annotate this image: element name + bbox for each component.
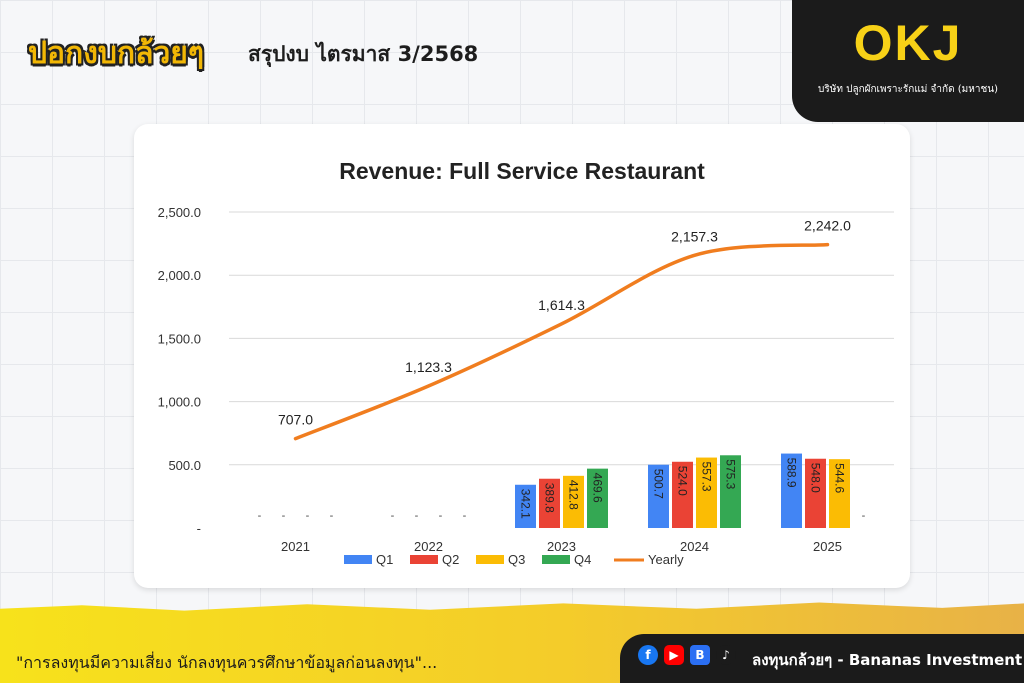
yearly-value-label: 2,157.3 xyxy=(671,228,718,244)
bar-value-label: 412.8 xyxy=(567,480,581,510)
youtube-icon[interactable]: ▶ xyxy=(664,645,684,665)
bar-q1 xyxy=(648,464,669,528)
legend-swatch-q4 xyxy=(542,555,570,564)
tiktok-icon[interactable]: ♪ xyxy=(716,645,736,665)
channel-name: ลงทุนกล้วยๆ - Bananas Investment xyxy=(752,651,1023,669)
chart-card: Revenue: Full Service Restaurant - 500.0 1,… xyxy=(134,124,910,588)
empty-value-label: - xyxy=(391,510,395,522)
y-tick-label: 1,500.0 xyxy=(158,331,201,346)
bar-q4 xyxy=(720,455,741,528)
legend-swatch-q2 xyxy=(410,555,438,564)
bar-q2 xyxy=(539,478,560,528)
y-tick-label: - xyxy=(197,521,201,536)
x-tick-label: 2023 xyxy=(547,539,576,554)
bar-value-label: 575.3 xyxy=(724,459,738,489)
x-tick-label: 2022 xyxy=(414,539,443,554)
bar-value-label: 524.0 xyxy=(676,466,690,496)
empty-value-label: - xyxy=(439,510,443,522)
y-tick-label: 500.0 xyxy=(168,458,201,473)
x-tick-label: 2024 xyxy=(680,539,709,554)
yearly-value-label: 1,123.3 xyxy=(405,359,452,375)
bar-q4 xyxy=(587,468,608,528)
legend-label: Q3 xyxy=(508,552,525,567)
yearly-value-label: 1,614.3 xyxy=(538,297,585,313)
legend-label: Yearly xyxy=(648,552,684,567)
x-tick-label: 2025 xyxy=(813,539,842,554)
y-tick-label: 2,000.0 xyxy=(158,268,201,283)
yearly-value-label: 707.0 xyxy=(278,412,313,428)
social-bar: f ▶ B ♪ ลงทุนกล้วยๆ - Bananas Investment xyxy=(620,634,1024,683)
brand-logo-text: ปอกงบกล้วยๆ xyxy=(28,36,205,71)
empty-value-label: - xyxy=(258,510,262,522)
yearly-value-label: 2,242.0 xyxy=(804,218,851,234)
legend-label: Q2 xyxy=(442,552,459,567)
company-name: บริษัท ปลูกผักเพราะรักแม่ จำกัด (มหาชน) xyxy=(818,84,998,95)
company-badge: OKJ บริษัท ปลูกผักเพราะรักแม่ จำกัด (มหา… xyxy=(792,0,1024,122)
bar-q2 xyxy=(805,458,826,528)
bar-q1 xyxy=(515,484,536,528)
bar-q3 xyxy=(696,457,717,528)
empty-value-label: - xyxy=(282,510,286,522)
bar-value-label: 342.1 xyxy=(519,489,533,519)
legend-label: Q4 xyxy=(574,552,591,567)
bar-value-label: 557.3 xyxy=(700,462,714,492)
blockdit-icon[interactable]: B xyxy=(690,645,710,665)
bar-q2 xyxy=(672,461,693,528)
bar-value-label: 544.6 xyxy=(833,463,847,493)
yearly-line xyxy=(293,242,830,441)
page-subtitle: สรุปงบ ไตรมาส 3/2568 xyxy=(248,42,479,66)
brand-logo: ปอกงบกล้วยๆ xyxy=(18,22,238,92)
bar-value-label: 389.8 xyxy=(543,483,557,513)
chart-title: Revenue: Full Service Restaurant xyxy=(339,158,705,184)
bar-q1 xyxy=(781,453,802,528)
bar-value-label: 500.7 xyxy=(652,469,666,499)
empty-value-label: - xyxy=(330,510,334,522)
empty-value-label: - xyxy=(862,510,866,522)
legend-swatch-q1 xyxy=(344,555,372,564)
company-logo: OKJ xyxy=(853,15,963,71)
empty-value-label: - xyxy=(415,510,419,522)
bar-q3 xyxy=(829,459,850,528)
facebook-icon[interactable]: f xyxy=(638,645,658,665)
x-tick-label: 2021 xyxy=(281,539,310,554)
legend-label: Q1 xyxy=(376,552,393,567)
bar-value-label: 588.9 xyxy=(785,458,799,488)
bar-value-label: 548.0 xyxy=(809,463,823,493)
disclaimer-text: "การลงทุนมีความเสี่ยง นักลงทุนควรศึกษาข้… xyxy=(16,653,438,672)
bar-q3 xyxy=(563,475,584,528)
y-tick-label: 1,000.0 xyxy=(158,395,201,410)
y-tick-label: 2,500.0 xyxy=(158,205,201,220)
empty-value-label: - xyxy=(463,510,467,522)
bar-value-label: 469.6 xyxy=(591,473,605,503)
revenue-chart: Revenue: Full Service Restaurant - 500.0 1,… xyxy=(158,158,894,567)
legend-swatch-q3 xyxy=(476,555,504,564)
empty-value-label: - xyxy=(306,510,310,522)
